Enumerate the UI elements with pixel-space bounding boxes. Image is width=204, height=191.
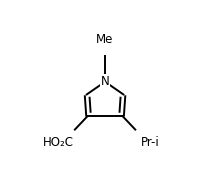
- Text: Me: Me: [96, 33, 113, 46]
- Text: N: N: [100, 75, 109, 88]
- Text: HO₂C: HO₂C: [42, 136, 73, 149]
- Text: Pr-i: Pr-i: [141, 136, 159, 149]
